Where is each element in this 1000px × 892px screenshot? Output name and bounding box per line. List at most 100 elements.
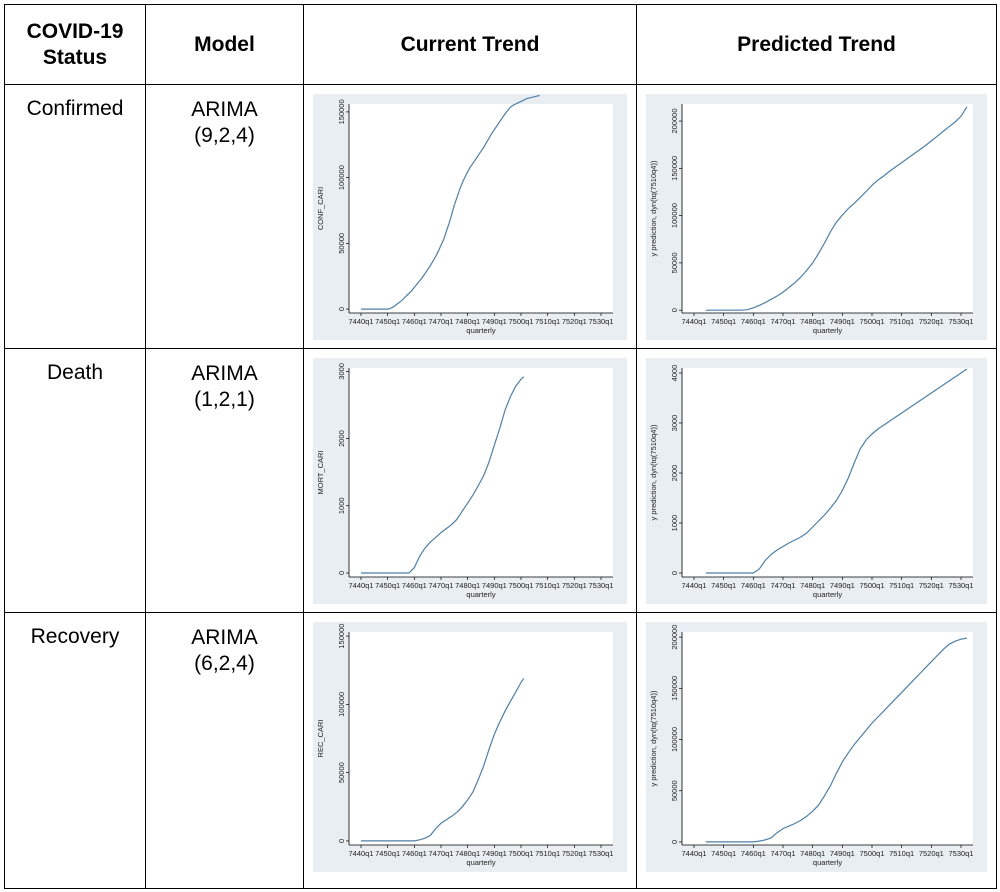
plot-area [682, 632, 973, 845]
plot-area [349, 104, 613, 313]
x-tick-label: 7520q1 [562, 849, 587, 858]
plot-area [349, 368, 613, 577]
x-tick-label: 7450q1 [375, 581, 400, 590]
model-cell: ARIMA (9,2,4) [145, 84, 304, 349]
series-line [361, 376, 525, 574]
y-axis-title: REC_CARI [316, 720, 325, 758]
results-table: COVID-19 Status Model Current Trend Pred… [4, 4, 997, 889]
model-order: (6,2,4) [194, 652, 255, 675]
current-trend-cell: 7440q1 7450q1 7460q1 7470q1 7480q1 7490q1 7500… [303, 84, 637, 349]
model-order: (9,2,4) [194, 124, 255, 147]
y-tick-label: 150000 [337, 99, 346, 124]
x-tick-label: 7450q1 [711, 581, 736, 590]
predicted-trend-cell: 7440q1 7450q1 7460q1 7470q1 7480q1 7490q1 7500… [636, 348, 997, 613]
series-line [361, 678, 525, 842]
y-tick-label: 0 [670, 840, 679, 844]
x-tick-label: 7510q1 [889, 581, 914, 590]
y-tick-label: 50000 [337, 762, 346, 783]
x-tick-label: 7470q1 [770, 849, 795, 858]
y-tick-label: 150000 [337, 624, 346, 649]
x-tick-label: 7470q1 [770, 581, 795, 590]
predicted-trend-cell: 7440q1 7450q1 7460q1 7470q1 7480q1 7490q1 7500… [636, 612, 997, 889]
header-status: COVID-19 Status [4, 4, 146, 85]
header-status-line1: COVID-19 [26, 19, 124, 43]
y-tick-label: 100000 [337, 165, 346, 190]
x-tick-label: 7520q1 [919, 849, 944, 858]
x-tick-label: 7510q1 [535, 849, 560, 858]
y-tick-label: 100000 [670, 727, 679, 752]
x-tick-label: 7510q1 [889, 849, 914, 858]
x-tick-label: 7470q1 [428, 581, 453, 590]
x-tick-label: 7510q1 [535, 317, 560, 326]
x-tick-label: 7530q1 [588, 849, 613, 858]
y-axis-title: y prediction, dyn(tq(7510q4)) [649, 160, 658, 256]
header-status-line2: Status [42, 45, 108, 69]
x-tick-label: 7480q1 [800, 849, 825, 858]
predicted-trend-chart: 7440q1 7450q1 7460q1 7470q1 7480q1 7490q1 7500… [646, 94, 987, 340]
x-tick-label: 7520q1 [562, 317, 587, 326]
predicted-trend-cell: 7440q1 7450q1 7460q1 7470q1 7480q1 7490q1 7500… [636, 84, 997, 349]
y-axis-title: y prediction, dyn(tq(7510q4)) [649, 690, 658, 786]
y-tick-label: 0 [337, 307, 346, 311]
x-axis-title: quarterly [466, 858, 495, 867]
x-tick-label: 7440q1 [348, 849, 373, 858]
x-axis-title: quarterly [813, 590, 842, 599]
series-line [705, 637, 968, 843]
y-tick-label: 50000 [670, 780, 679, 801]
x-tick-label: 7440q1 [348, 581, 373, 590]
x-tick-label: 7470q1 [770, 317, 795, 326]
x-tick-label: 7510q1 [889, 317, 914, 326]
x-tick-label: 7520q1 [919, 581, 944, 590]
x-tick-label: 7490q1 [482, 849, 507, 858]
header-model: Model [145, 4, 304, 85]
x-tick-label: 7520q1 [919, 317, 944, 326]
table-row-confirmed: Confirmed ARIMA (9,2,4) 7440q1 7450q1 7460… [4, 84, 997, 349]
plot-area [682, 104, 973, 313]
plot-area [682, 368, 973, 577]
x-tick-label: 7500q1 [508, 581, 533, 590]
x-tick-label: 7500q1 [859, 849, 884, 858]
y-tick-label: 2000 [670, 465, 679, 482]
x-tick-label: 7440q1 [681, 581, 706, 590]
y-tick-label: 50000 [337, 233, 346, 254]
model-cell: ARIMA (6,2,4) [145, 612, 304, 889]
x-tick-label: 7530q1 [948, 581, 973, 590]
current-trend-cell: 7440q1 7450q1 7460q1 7470q1 7480q1 7490q1 7500… [303, 612, 637, 889]
table-row-death: Death ARIMA (1,2,1) 7440q1 7450q1 7460q1 74… [4, 348, 997, 613]
x-tick-label: 7500q1 [508, 317, 533, 326]
model-name: ARIMA [191, 626, 258, 649]
predicted-trend-chart: 7440q1 7450q1 7460q1 7470q1 7480q1 7490q1 7500… [646, 358, 987, 604]
x-tick-label: 7490q1 [830, 581, 855, 590]
series-line [705, 106, 968, 311]
status-label: Confirmed [26, 97, 124, 120]
x-tick-label: 7500q1 [859, 317, 884, 326]
x-axis-title: quarterly [813, 858, 842, 867]
current-trend-chart: 7440q1 7450q1 7460q1 7470q1 7480q1 7490q1 7500… [313, 94, 627, 340]
y-tick-label: 200000 [670, 109, 679, 134]
x-tick-label: 7460q1 [741, 317, 766, 326]
x-tick-label: 7440q1 [681, 317, 706, 326]
predicted-trend-chart: 7440q1 7450q1 7460q1 7470q1 7480q1 7490q1 7500… [646, 622, 987, 872]
current-trend-cell: 7440q1 7450q1 7460q1 7470q1 7480q1 7490q1 7500… [303, 348, 637, 613]
x-tick-label: 7480q1 [455, 849, 480, 858]
x-tick-label: 7440q1 [348, 317, 373, 326]
x-tick-label: 7440q1 [681, 849, 706, 858]
x-tick-label: 7530q1 [948, 849, 973, 858]
x-tick-label: 7480q1 [455, 317, 480, 326]
x-tick-label: 7450q1 [711, 849, 736, 858]
x-tick-label: 7480q1 [800, 317, 825, 326]
model-order: (1,2,1) [194, 388, 255, 411]
x-tick-label: 7450q1 [711, 317, 736, 326]
y-axis-title: MORT_CARI [316, 450, 325, 494]
x-tick-label: 7490q1 [482, 581, 507, 590]
header-predicted-trend: Predicted Trend [636, 4, 997, 85]
current-trend-chart: 7440q1 7450q1 7460q1 7470q1 7480q1 7490q1 7500… [313, 622, 627, 872]
x-tick-label: 7470q1 [428, 317, 453, 326]
status-label: Recovery [30, 625, 120, 648]
y-tick-label: 3000 [670, 415, 679, 432]
y-axis-title: CONF_CARI [316, 187, 325, 230]
plot-area [349, 632, 613, 845]
x-tick-label: 7510q1 [535, 581, 560, 590]
x-tick-label: 7500q1 [859, 581, 884, 590]
y-tick-label: 2000 [337, 430, 346, 447]
